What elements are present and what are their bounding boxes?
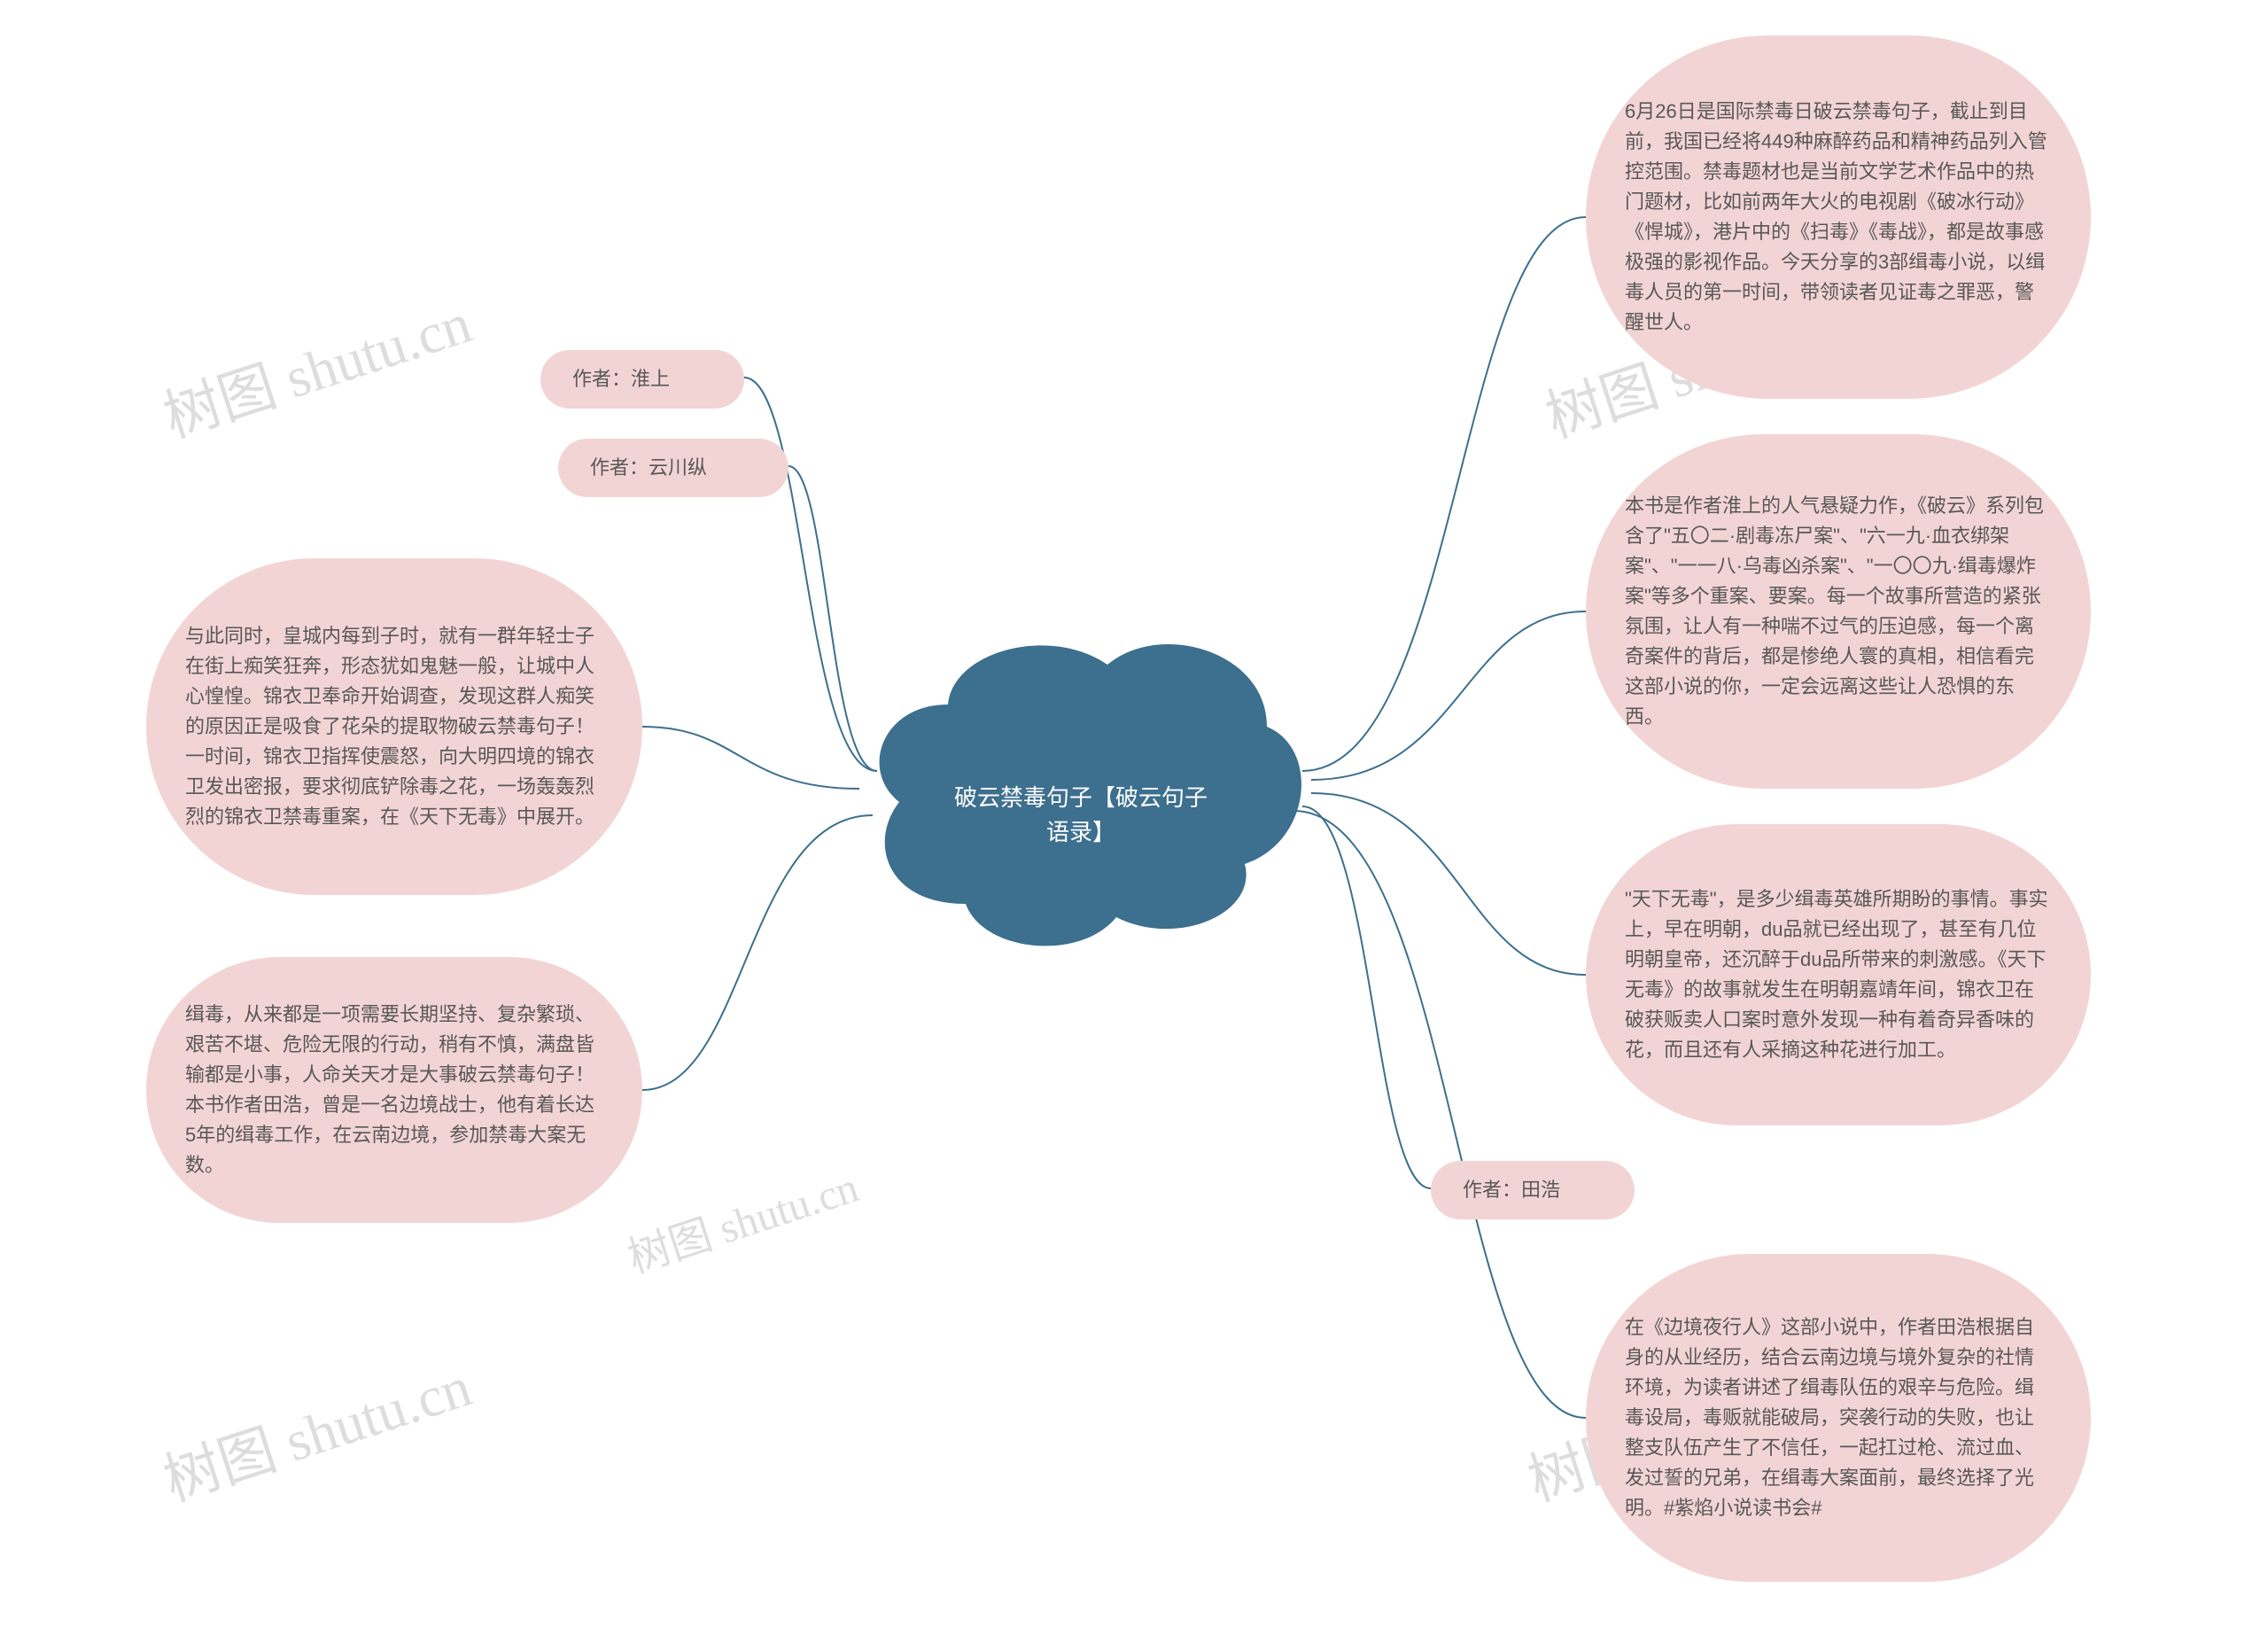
node-text: 作者：淮上: [572, 364, 670, 394]
node-story-jinyiwei: 与此同时，皇城内每到子时，就有一群年轻士子在街上痴笑狂奔，形态犹如鬼魅一般，让城…: [146, 558, 642, 895]
node-text: 本书是作者淮上的人气悬疑力作，《破云》系列包含了"五〇二·剧毒冻尸案"、"六一九…: [1625, 491, 2052, 733]
node-book-bianjing: 在《边境夜行人》这部小说中，作者田浩根据自身的从业经历，结合云南边境与境外复杂的…: [1586, 1254, 2091, 1582]
connector: [1311, 793, 1586, 975]
node-author-tianhao: 作者：田浩: [1431, 1161, 1635, 1219]
mindmap-canvas: 树图 shutu.cn树图 shutu.cn树图 shutu.cn树图 shut…: [0, 0, 2268, 1627]
node-text: 作者：云川纵: [590, 453, 707, 483]
node-book-tianxiawudu: "天下无毒"，是多少缉毒英雄所期盼的事情。事实上，早在明朝，du品就已经出现了，…: [1586, 824, 2091, 1125]
node-text: 与此同时，皇城内每到子时，就有一群年轻士子在街上痴笑狂奔，形态犹如鬼魅一般，让城…: [185, 621, 603, 833]
node-text: 6月26日是国际禁毒日破云禁毒句子，截止到目前，我国已经将449种麻醉药品和精神…: [1625, 97, 2052, 339]
node-text: 在《边境夜行人》这部小说中，作者田浩根据自身的从业经历，结合云南边境与境外复杂的…: [1625, 1312, 2052, 1524]
center-topic: 破云禁毒句子【破云句子 语录】: [850, 611, 1311, 966]
connector: [642, 815, 873, 1090]
node-author-yunchuanzong: 作者：云川纵: [558, 439, 788, 497]
node-text: "天下无毒"，是多少缉毒英雄所期盼的事情。事实上，早在明朝，du品就已经出现了，…: [1625, 884, 2052, 1066]
node-author-huaishang: 作者：淮上: [540, 350, 744, 409]
connector: [1302, 217, 1586, 771]
center-topic-label: 破云禁毒句子【破云句子 语录】: [954, 728, 1208, 850]
node-text: 缉毒，从来都是一项需要长期坚持、复杂繁琐、艰苦不堪、危险无限的行动，稍有不慎，满…: [185, 1000, 603, 1181]
connector: [1311, 611, 1586, 780]
node-text: 作者：田浩: [1463, 1175, 1560, 1205]
node-book-poyun: 本书是作者淮上的人气悬疑力作，《破云》系列包含了"五〇二·剧毒冻尸案"、"六一九…: [1586, 434, 2091, 789]
node-intro-626: 6月26日是国际禁毒日破云禁毒句子，截止到目前，我国已经将449种麻醉药品和精神…: [1586, 35, 2091, 399]
connector: [642, 727, 859, 789]
connector: [1293, 811, 1586, 1418]
node-story-jiedu: 缉毒，从来都是一项需要长期坚持、复杂繁琐、艰苦不堪、危险无限的行动，稍有不慎，满…: [146, 957, 642, 1223]
